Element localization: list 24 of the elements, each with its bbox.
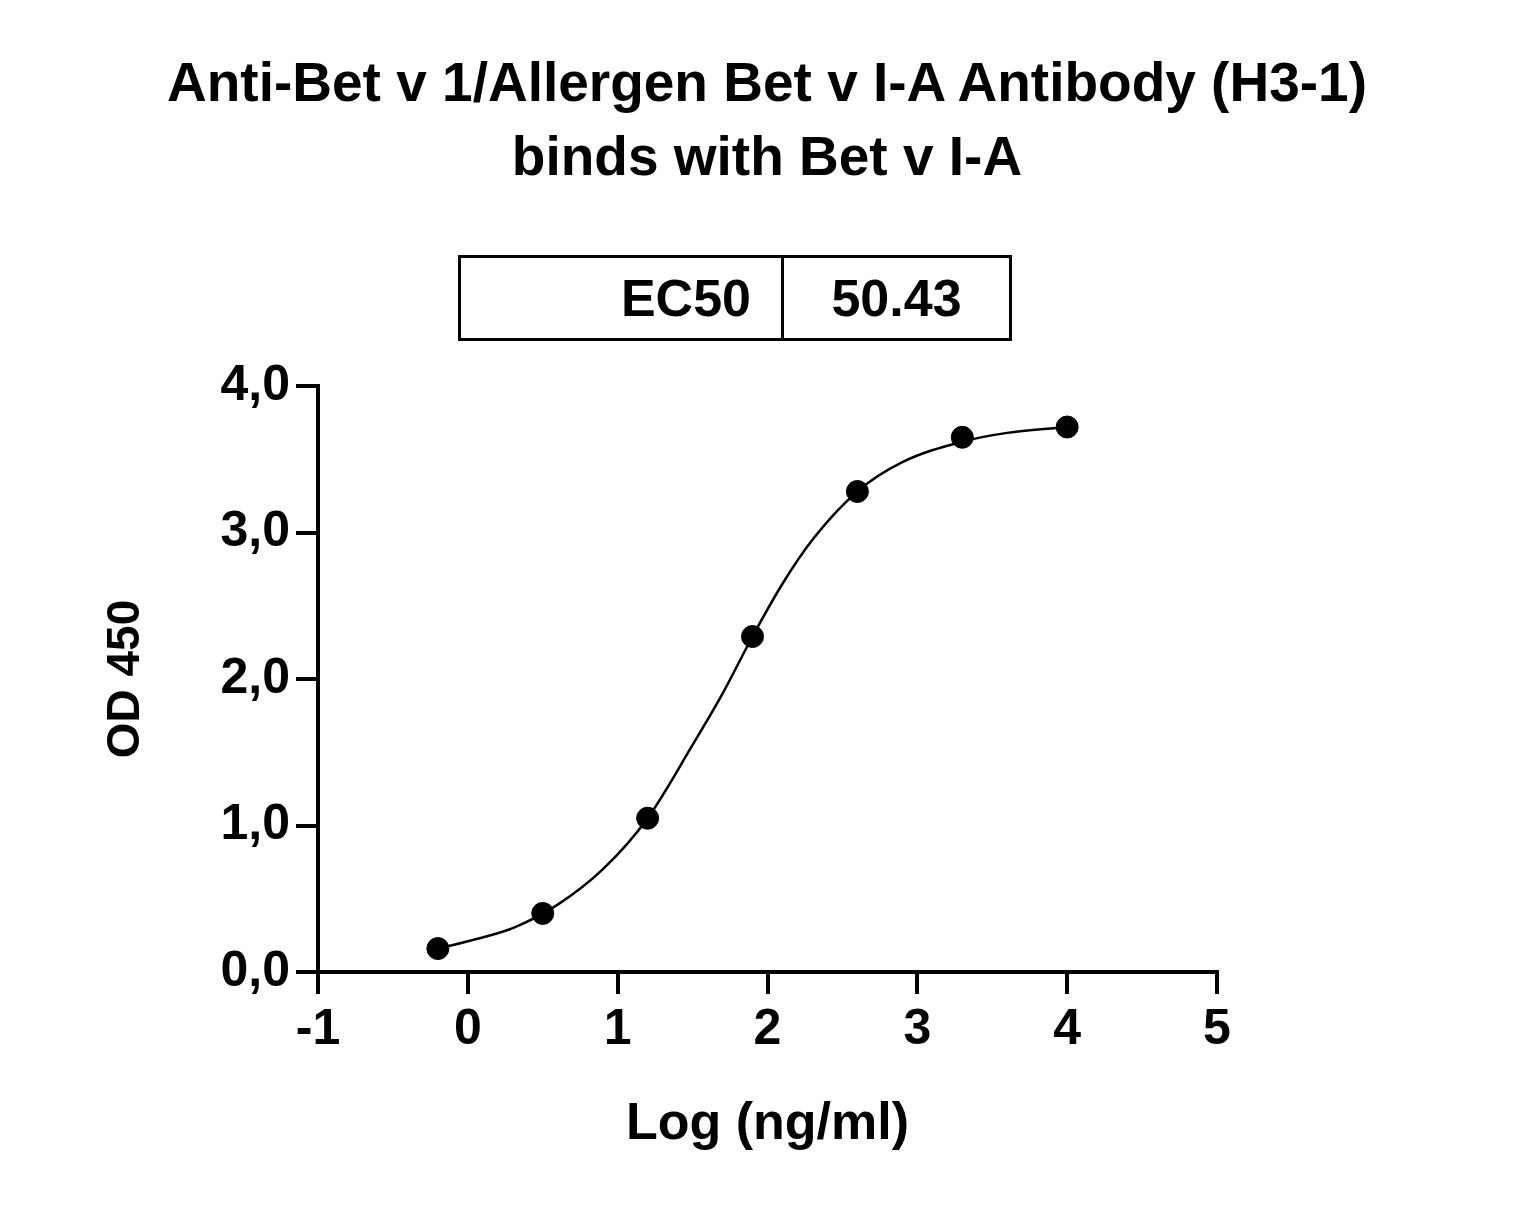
y-tick-label: 0,0 <box>220 940 290 997</box>
text: 50.43 <box>782 256 1011 340</box>
point <box>1055 415 1079 439</box>
x-tick-label: 0 <box>453 998 482 1055</box>
y-axis-title: OD 450 <box>97 599 150 759</box>
x-tick-label: 1 <box>603 998 632 1055</box>
x-tick-label: 4 <box>1053 998 1082 1055</box>
text: EC50 <box>459 256 783 340</box>
point <box>741 625 765 649</box>
point <box>531 901 555 925</box>
chart-title: Anti-Bet v 1/Allergen Bet v I-A Antibody (H3-1) binds with Bet v I-A <box>166 50 1368 189</box>
point <box>950 425 974 449</box>
point <box>426 937 450 961</box>
y-tick-label: 4,0 <box>220 354 290 411</box>
x-tick-label: 5 <box>1203 998 1231 1055</box>
x-tick-label: 2 <box>753 998 782 1055</box>
y-tick-label: 2,0 <box>220 647 290 704</box>
point <box>845 479 869 503</box>
y-tick-label: 1,0 <box>220 794 290 851</box>
x-tick-label: 3 <box>903 998 932 1055</box>
x-axis-title: Log (ng/ml) <box>625 1092 910 1151</box>
point <box>636 806 660 830</box>
y-tick-label: 3,0 <box>220 501 290 558</box>
x-tick-label: -1 <box>295 998 341 1055</box>
